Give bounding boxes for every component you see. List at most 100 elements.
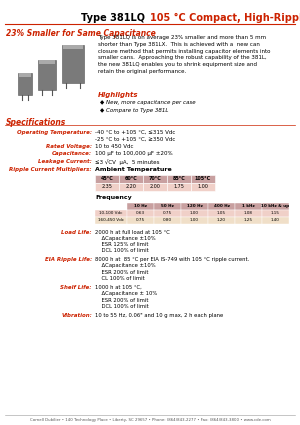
- Text: 1.15: 1.15: [271, 211, 280, 215]
- Text: 1.05: 1.05: [217, 211, 226, 215]
- Text: ◆ Compare to Type 381L: ◆ Compare to Type 381L: [100, 108, 169, 113]
- Bar: [127, 202, 154, 210]
- Bar: [208, 210, 235, 216]
- Bar: [167, 175, 191, 182]
- Text: 1 kHz: 1 kHz: [242, 204, 255, 208]
- Bar: [167, 182, 191, 190]
- Text: 50 Hz: 50 Hz: [161, 204, 174, 208]
- Text: Leakage Current:: Leakage Current:: [38, 159, 92, 164]
- Text: 1000 h at 105 °C,: 1000 h at 105 °C,: [95, 285, 142, 290]
- Bar: [262, 216, 289, 224]
- Text: 0.63: 0.63: [136, 211, 145, 215]
- Bar: [127, 216, 154, 224]
- Text: ESR 125% of limit: ESR 125% of limit: [95, 242, 148, 247]
- Text: 2000 h at full load at 105 °C: 2000 h at full load at 105 °C: [95, 230, 170, 235]
- Bar: [191, 175, 215, 182]
- Text: 10 to 55 Hz, 0.06" and 10 g max, 2 h each plane: 10 to 55 Hz, 0.06" and 10 g max, 2 h eac…: [95, 313, 223, 318]
- Text: CL 100% of limit: CL 100% of limit: [95, 276, 145, 281]
- Text: 45°C: 45°C: [100, 176, 113, 181]
- Bar: [181, 216, 208, 224]
- Bar: [95, 175, 119, 182]
- Text: Cornell Dubilier • 140 Technology Place • Liberty, SC 29657 • Phone: (864)843-22: Cornell Dubilier • 140 Technology Place …: [30, 418, 270, 422]
- Bar: [235, 216, 262, 224]
- Text: ≤3 √CV  μA,  5 minutes: ≤3 √CV μA, 5 minutes: [95, 159, 160, 165]
- Text: Shelf Life:: Shelf Life:: [61, 285, 92, 290]
- Text: 1.00: 1.00: [198, 184, 208, 189]
- Bar: [95, 216, 127, 224]
- Text: 1.75: 1.75: [174, 184, 184, 189]
- Text: Rated Voltage:: Rated Voltage:: [46, 144, 92, 149]
- Text: 10 Hz: 10 Hz: [134, 204, 147, 208]
- Bar: [143, 182, 167, 190]
- Bar: [127, 210, 154, 216]
- Text: ΔCapacitance ± 10%: ΔCapacitance ± 10%: [95, 291, 157, 296]
- Text: 0.75: 0.75: [163, 211, 172, 215]
- Text: 120 Hz: 120 Hz: [187, 204, 202, 208]
- Text: 400 Hz: 400 Hz: [214, 204, 230, 208]
- Bar: [119, 175, 143, 182]
- Text: Type 381LQ: Type 381LQ: [81, 13, 148, 23]
- Text: 2.20: 2.20: [126, 184, 136, 189]
- Text: 8000 h at  85 °C per EIA IS-749 with 105 °C ripple current.: 8000 h at 85 °C per EIA IS-749 with 105 …: [95, 257, 249, 262]
- Bar: [38, 60, 56, 90]
- Text: 1.20: 1.20: [217, 218, 226, 222]
- Text: Load Life:: Load Life:: [61, 230, 92, 235]
- Text: ◆ New, more capacitance per case: ◆ New, more capacitance per case: [100, 100, 196, 105]
- Bar: [154, 202, 181, 210]
- Text: 10 to 450 Vdc: 10 to 450 Vdc: [95, 144, 134, 149]
- Bar: [154, 216, 181, 224]
- Bar: [62, 45, 84, 83]
- Bar: [119, 182, 143, 190]
- Text: ESR 200% of limit: ESR 200% of limit: [95, 270, 148, 275]
- Bar: [208, 216, 235, 224]
- Text: -40 °C to +105 °C, ≤315 Vdc: -40 °C to +105 °C, ≤315 Vdc: [95, 130, 176, 135]
- Text: ESR 200% of limit: ESR 200% of limit: [95, 298, 148, 303]
- Text: 70°C: 70°C: [148, 176, 161, 181]
- Text: DCL 100% of limit: DCL 100% of limit: [95, 304, 149, 309]
- Text: -25 °C to +105 °C, ≥350 Vdc: -25 °C to +105 °C, ≥350 Vdc: [95, 136, 176, 142]
- Text: Type 381LQ is on average 23% smaller and more than 5 mm
shorter than Type 381LX.: Type 381LQ is on average 23% smaller and…: [98, 35, 271, 74]
- Bar: [235, 210, 262, 216]
- Text: 1.25: 1.25: [244, 218, 253, 222]
- Text: 160-450 Vdc: 160-450 Vdc: [98, 218, 124, 222]
- Bar: [95, 182, 119, 190]
- Text: 1.40: 1.40: [271, 218, 280, 222]
- Text: Specifications: Specifications: [6, 118, 66, 127]
- Bar: [154, 210, 181, 216]
- Text: Ambient Temperature: Ambient Temperature: [95, 167, 172, 172]
- Text: ΔCapacitance ±10%: ΔCapacitance ±10%: [95, 264, 156, 269]
- Text: 10 kHz & up: 10 kHz & up: [261, 204, 290, 208]
- Text: DCL 100% of limit: DCL 100% of limit: [95, 248, 149, 253]
- Text: Ripple Current Multipliers:: Ripple Current Multipliers:: [9, 167, 92, 172]
- Bar: [181, 202, 208, 210]
- Text: Frequency: Frequency: [95, 195, 132, 199]
- Bar: [262, 210, 289, 216]
- Text: 23% Smaller for Same Capacitance: 23% Smaller for Same Capacitance: [6, 29, 156, 38]
- Text: 105°C: 105°C: [195, 176, 211, 181]
- Text: 60°C: 60°C: [124, 176, 137, 181]
- Bar: [95, 210, 127, 216]
- Text: EIA Ripple Life:: EIA Ripple Life:: [45, 257, 92, 262]
- Text: 105 °C Compact, High-Ripple Snap-in: 105 °C Compact, High-Ripple Snap-in: [150, 13, 300, 23]
- Bar: [19, 73, 31, 77]
- Text: 1.00: 1.00: [190, 211, 199, 215]
- Text: 10-100 Vdc: 10-100 Vdc: [99, 211, 123, 215]
- Text: Highlights: Highlights: [98, 92, 139, 98]
- Bar: [181, 210, 208, 216]
- Text: 2.35: 2.35: [102, 184, 112, 189]
- Text: 2.00: 2.00: [150, 184, 160, 189]
- Text: Capacitance:: Capacitance:: [52, 151, 92, 156]
- Bar: [63, 45, 83, 49]
- Text: 85°C: 85°C: [172, 176, 185, 181]
- Bar: [39, 60, 55, 64]
- Bar: [191, 182, 215, 190]
- Text: 100 μF to 100,000 μF ±20%: 100 μF to 100,000 μF ±20%: [95, 151, 172, 156]
- Bar: [208, 202, 235, 210]
- Text: Vibration:: Vibration:: [61, 313, 92, 318]
- Bar: [143, 175, 167, 182]
- Text: Operating Temperature:: Operating Temperature:: [17, 130, 92, 135]
- Text: 0.75: 0.75: [136, 218, 145, 222]
- Text: ΔCapacitance ±10%: ΔCapacitance ±10%: [95, 236, 156, 241]
- Text: 1.00: 1.00: [190, 218, 199, 222]
- Bar: [262, 202, 289, 210]
